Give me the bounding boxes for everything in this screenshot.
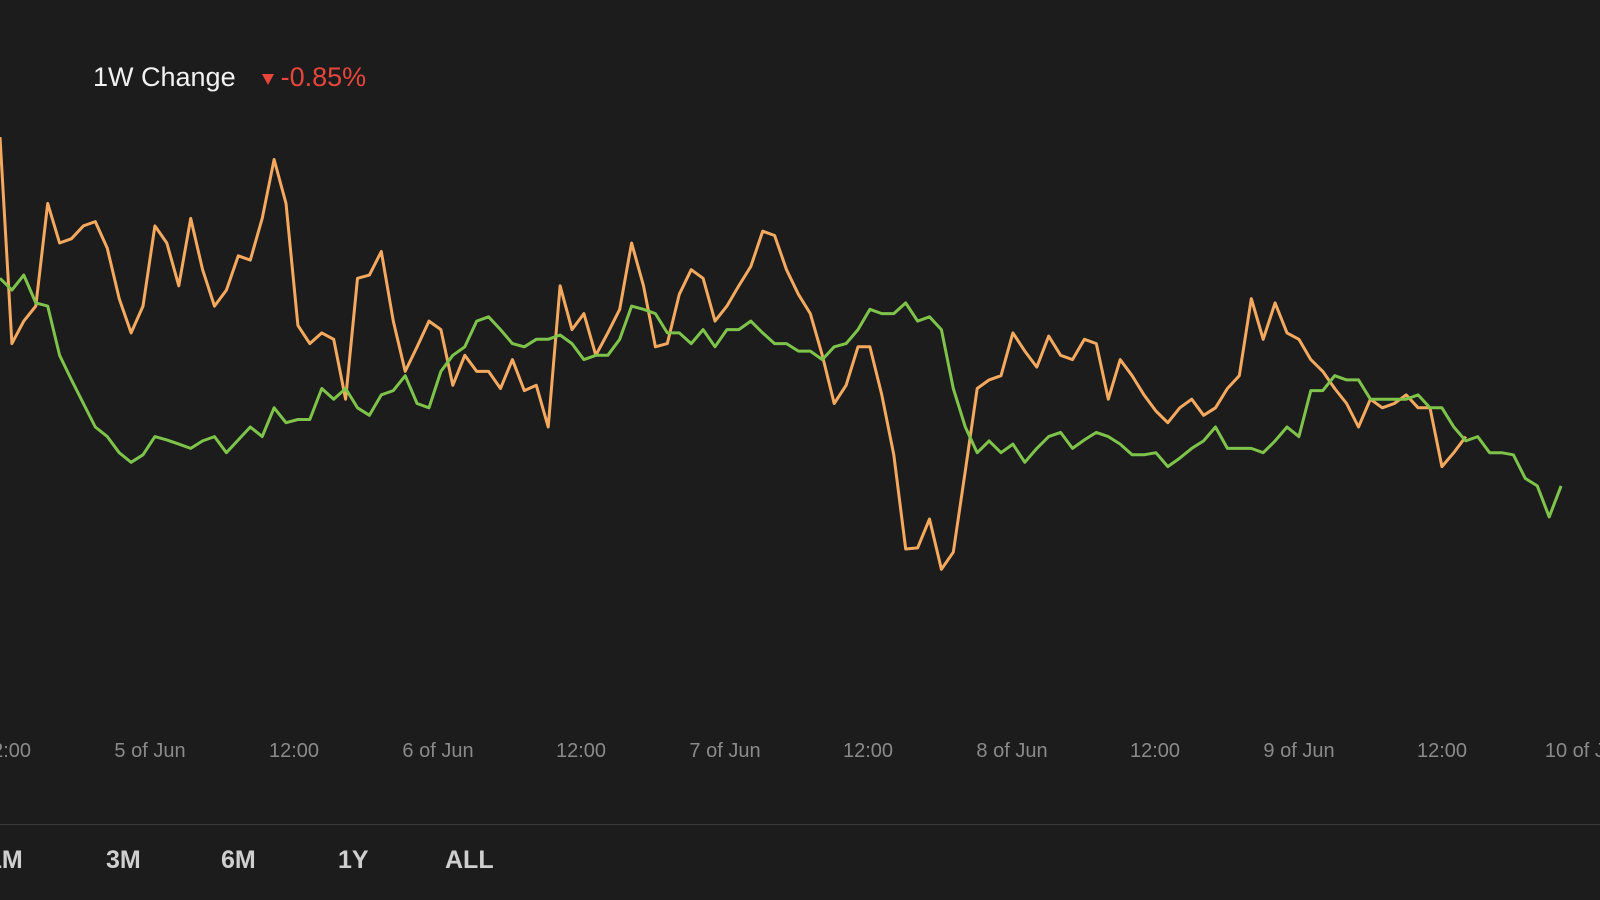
change-label: 1W Change (93, 62, 236, 92)
x-tick-label: 12:00 (269, 740, 319, 762)
x-tick-label: 12:00 (0, 740, 31, 762)
range-button-all[interactable]: ALL (445, 846, 494, 874)
range-button-1m[interactable]: 1M (0, 846, 23, 875)
series-line-2 (0, 273, 1563, 519)
range-button-6m[interactable]: 6M (221, 846, 256, 874)
x-tick-label: 12:00 (556, 740, 606, 762)
change-summary: 1W Change -0.85% (93, 62, 366, 93)
x-tick-label: 12:00 (1417, 740, 1467, 762)
change-value: -0.85% (261, 62, 367, 93)
x-axis: 12:00 5 of Jun 12:00 6 of Jun 12:00 7 of Jun 1… (0, 740, 1600, 762)
triangle-down-icon (261, 74, 274, 85)
divider (0, 824, 1600, 825)
series-line-1 (0, 137, 1468, 571)
price-chart: 12:00 5 of Jun 12:00 6 of Jun 12:00 7 of Jun 1… (0, 137, 1600, 762)
series-layer (0, 137, 1563, 571)
x-tick-label: 10 of Jun (1545, 740, 1600, 762)
range-button-1y[interactable]: 1Y (338, 846, 369, 874)
x-tick-label: 8 of Jun (976, 740, 1047, 762)
range-button-3m[interactable]: 3M (106, 846, 141, 874)
x-tick-label: 6 of Jun (402, 740, 473, 762)
x-tick-label: 12:00 (1130, 740, 1180, 762)
x-tick-label: 7 of Jun (689, 740, 760, 762)
x-tick-label: 9 of Jun (1263, 740, 1334, 762)
x-tick-label: 12:00 (843, 740, 893, 762)
x-tick-label: 5 of Jun (114, 740, 185, 762)
change-percent: -0.85% (280, 62, 367, 92)
